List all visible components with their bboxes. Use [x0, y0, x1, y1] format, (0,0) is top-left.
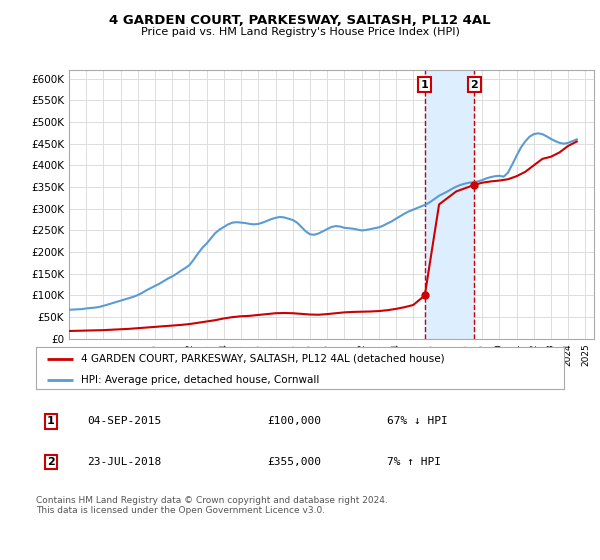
Text: HPI: Average price, detached house, Cornwall: HPI: Average price, detached house, Corn…	[81, 375, 319, 385]
Text: Contains HM Land Registry data © Crown copyright and database right 2024.
This d: Contains HM Land Registry data © Crown c…	[36, 496, 388, 515]
Text: 23-JUL-2018: 23-JUL-2018	[87, 457, 161, 467]
Text: 67% ↓ HPI: 67% ↓ HPI	[387, 416, 448, 426]
Bar	[425, 70, 475, 339]
Text: £355,000: £355,000	[267, 457, 321, 467]
Text: 1: 1	[47, 416, 55, 426]
Text: 7% ↑ HPI: 7% ↑ HPI	[387, 457, 441, 467]
Text: £100,000: £100,000	[267, 416, 321, 426]
Text: 4 GARDEN COURT, PARKESWAY, SALTASH, PL12 4AL (detached house): 4 GARDEN COURT, PARKESWAY, SALTASH, PL12…	[81, 354, 445, 364]
Text: 1: 1	[421, 80, 428, 90]
Text: 04-SEP-2015: 04-SEP-2015	[87, 416, 161, 426]
Text: 4 GARDEN COURT, PARKESWAY, SALTASH, PL12 4AL: 4 GARDEN COURT, PARKESWAY, SALTASH, PL12…	[109, 14, 491, 27]
Text: 2: 2	[47, 457, 55, 467]
Text: Price paid vs. HM Land Registry's House Price Index (HPI): Price paid vs. HM Land Registry's House …	[140, 27, 460, 37]
Text: 2: 2	[470, 80, 478, 90]
